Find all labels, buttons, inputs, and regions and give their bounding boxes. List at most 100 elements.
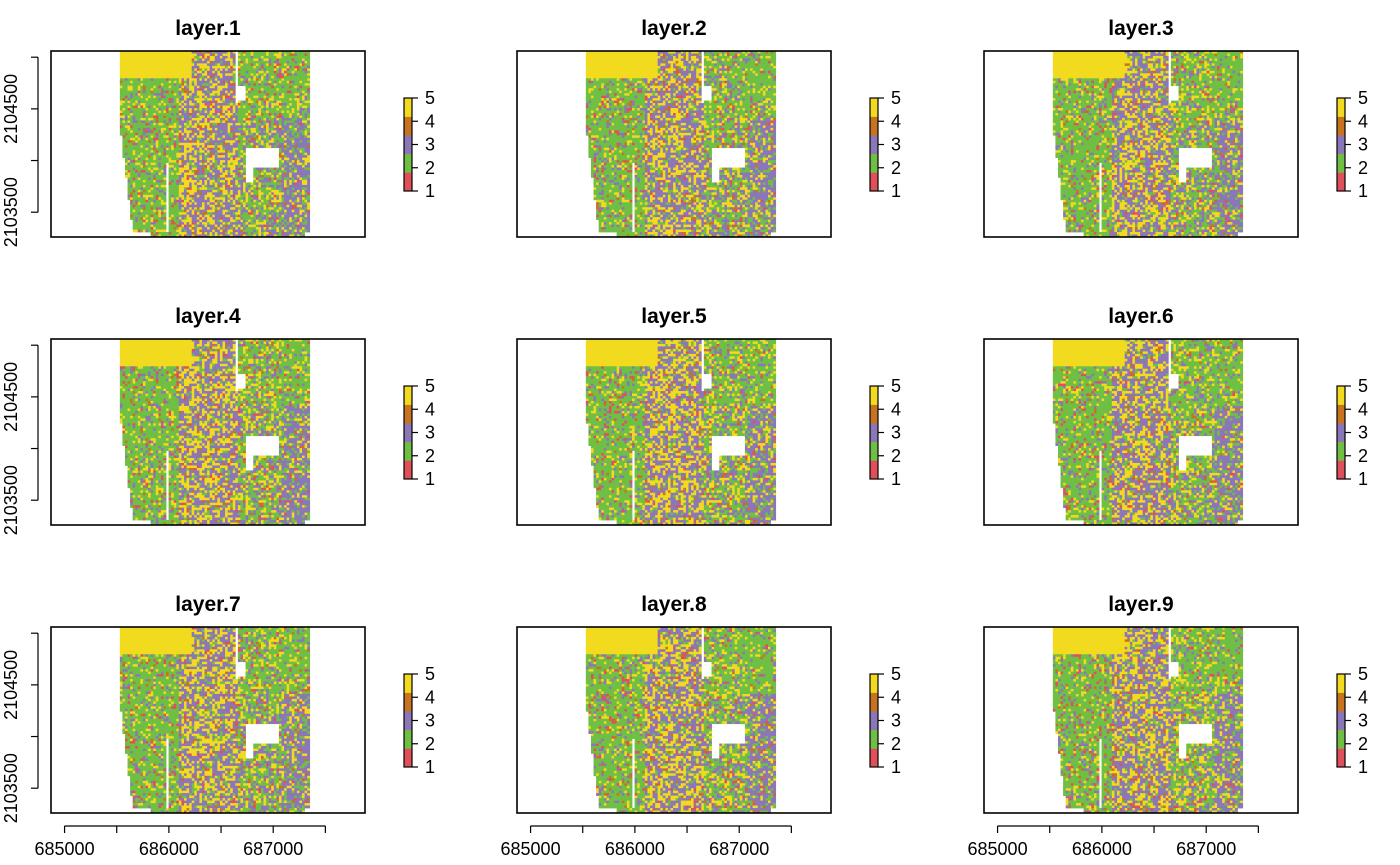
raster-cell [281, 222, 284, 225]
raster-cell [156, 150, 159, 153]
raster-cell [215, 205, 218, 208]
raster-cell [192, 125, 195, 128]
raster-cell [156, 225, 159, 228]
raster-cell [143, 68, 146, 71]
raster-cell [192, 140, 195, 143]
raster-cell [171, 168, 174, 171]
raster-cell [248, 215, 251, 218]
raster-cell [217, 93, 220, 96]
raster-cell [289, 91, 292, 94]
raster-cell [143, 93, 146, 96]
raster-cell [146, 185, 149, 188]
raster-cell [158, 173, 161, 176]
raster-cell [251, 212, 254, 215]
raster-cell [125, 106, 128, 109]
raster-cell [269, 175, 272, 178]
raster-cell [243, 158, 246, 161]
raster-cell [246, 103, 249, 106]
raster-cell [202, 177, 205, 180]
raster-cell [251, 222, 254, 225]
raster-cell [133, 108, 136, 111]
raster-cell [179, 138, 182, 141]
raster-cell [207, 83, 210, 86]
raster-cell [171, 106, 174, 109]
raster-cell [274, 195, 277, 198]
raster-cell [256, 207, 259, 210]
raster-cell [210, 160, 213, 163]
raster-cell [299, 175, 302, 178]
raster-cell [120, 91, 123, 94]
raster-cell [238, 153, 241, 156]
raster-cell [284, 168, 287, 171]
raster-cell [205, 120, 208, 123]
raster-cell [256, 225, 259, 228]
raster-cell [225, 71, 228, 74]
raster-cell [181, 120, 184, 123]
raster-cell [256, 145, 259, 148]
raster-cell [207, 185, 210, 188]
raster-cell [181, 158, 184, 161]
raster-cell [297, 165, 300, 168]
raster-cell [258, 145, 261, 148]
raster-cell [281, 101, 284, 104]
raster-cell [281, 128, 284, 131]
raster-cell [287, 63, 290, 66]
raster-cell [284, 81, 287, 84]
raster-cell [240, 66, 243, 69]
raster-cell [228, 96, 231, 99]
raster-cell [276, 106, 279, 109]
raster-cell [143, 106, 146, 109]
raster-cell [253, 135, 256, 138]
raster-cell [189, 135, 192, 138]
raster-cell [299, 215, 302, 218]
raster-cell [281, 182, 284, 185]
raster-cell [253, 91, 256, 94]
raster-cell [276, 108, 279, 111]
raster-cell [256, 177, 259, 180]
raster-cell [202, 145, 205, 148]
raster-cell [153, 128, 156, 131]
raster-cell [181, 222, 184, 225]
raster-cell [197, 175, 200, 178]
raster-cell [148, 108, 151, 111]
raster-cell [158, 96, 161, 99]
raster-cell [199, 190, 202, 193]
raster-cell [299, 125, 302, 128]
raster-cell [163, 177, 166, 180]
raster-cell [297, 197, 300, 200]
raster-cell [194, 155, 197, 158]
raster-cell [274, 53, 277, 56]
raster-cell [184, 205, 187, 208]
raster-cell [189, 98, 192, 101]
raster-cell [192, 225, 195, 228]
raster-cell [176, 133, 179, 136]
raster-cell [202, 93, 205, 96]
raster-cell [238, 173, 241, 176]
raster-cell [292, 138, 295, 141]
raster-cell [205, 138, 208, 141]
raster-cell [207, 145, 210, 148]
raster-cell [199, 175, 202, 178]
raster-cell [210, 125, 213, 128]
raster-cell [299, 168, 302, 171]
raster-cell [140, 145, 143, 148]
raster-cell [271, 212, 274, 215]
raster-cell [138, 220, 141, 223]
raster-cell [210, 205, 213, 208]
raster-cell [240, 140, 243, 143]
raster-cell [169, 93, 172, 96]
raster-cell [210, 217, 213, 220]
raster-cell [202, 130, 205, 133]
raster-cell [138, 98, 141, 101]
raster-cell [261, 98, 264, 101]
raster-cell [279, 91, 282, 94]
raster-cell [258, 68, 261, 71]
raster-cell [148, 81, 151, 84]
raster-cell [179, 61, 182, 64]
raster-cell [258, 202, 261, 205]
raster-cell [233, 81, 236, 84]
raster-cell [266, 111, 269, 114]
raster-cell [130, 125, 133, 128]
raster-cell [253, 115, 256, 118]
raster-cell [151, 83, 154, 86]
